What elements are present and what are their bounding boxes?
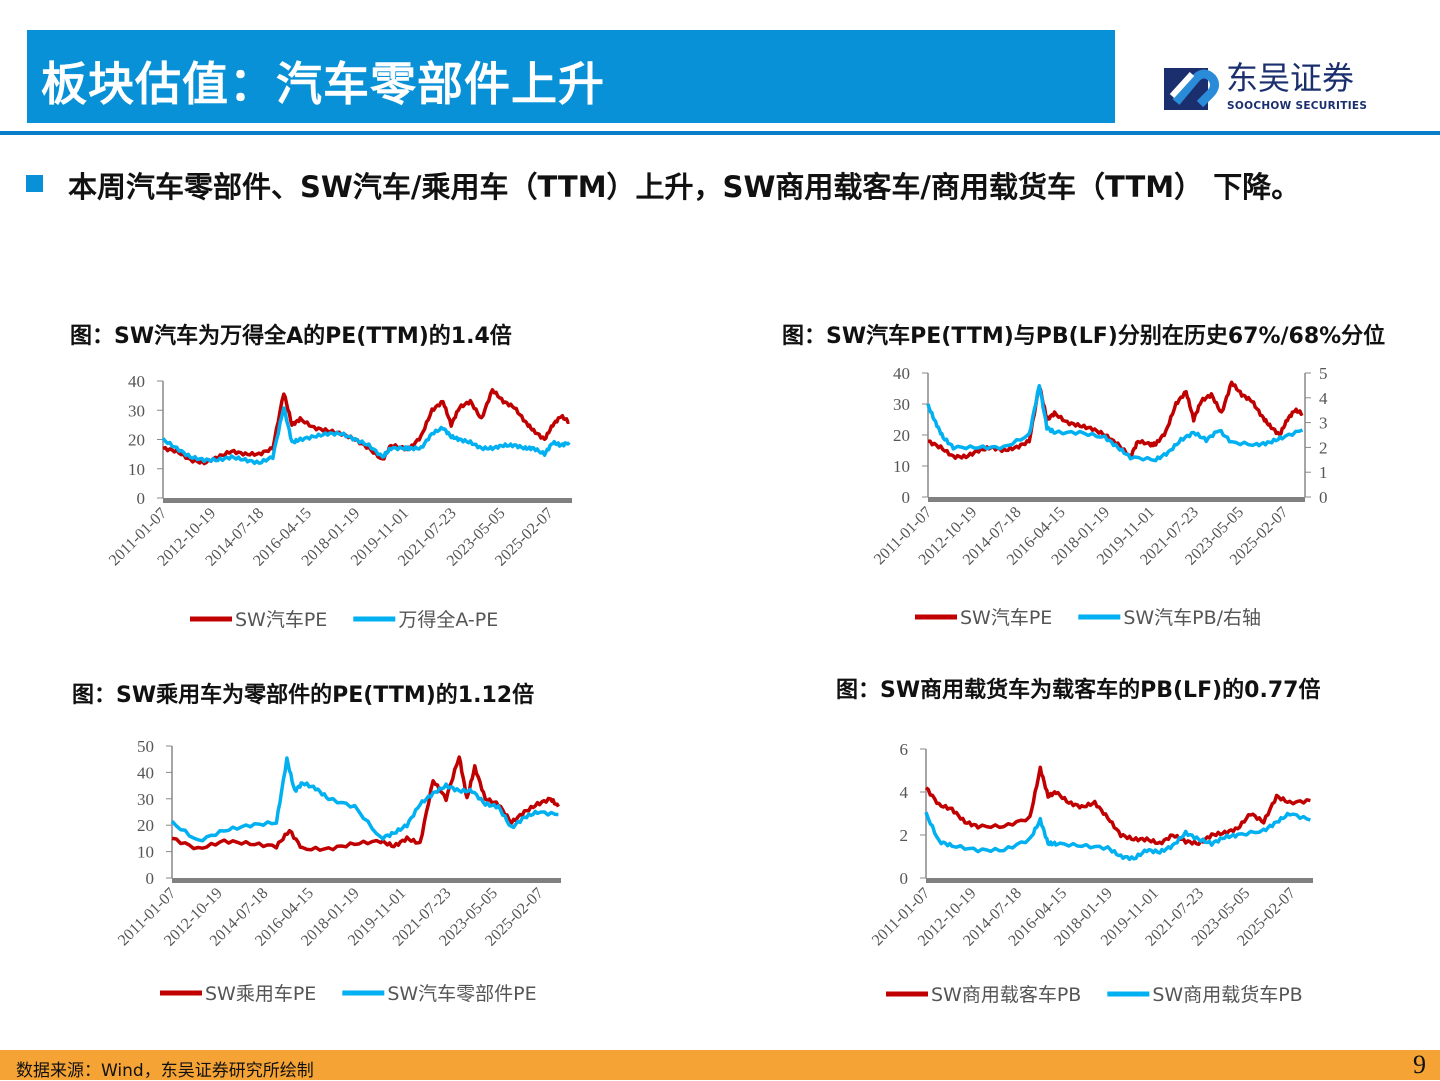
y2-tick-label: 3 [1319,414,1328,433]
y-tick-label: 0 [900,869,909,888]
legend-label: SW商用载货车PB [1152,984,1302,1006]
logo-text-en: SOOCHOW SECURITIES [1227,100,1368,112]
legend-label: SW汽车零部件PE [387,983,536,1005]
y-tick-label: 6 [900,740,909,759]
chart-4: 02462011-01-072012-10-192014-07-182016-0… [869,740,1313,1006]
chart-title-3: 图：SW乘用车为零部件的PE(TTM)的1.12倍 [72,683,535,708]
y-tick-label: 40 [893,364,910,383]
y-tick-label: 30 [128,401,145,420]
series-line-1 [924,765,1311,847]
x-axis [172,878,561,883]
logo-text-cn: 东吴证券 [1226,59,1355,97]
series-line-2 [926,383,1304,463]
series-line-1 [171,755,560,852]
series-line-1 [162,388,570,466]
chart-title-4: 图：SW商用载货车为载客车的PB(LF)的0.77倍 [836,678,1321,703]
y2-tick-label: 0 [1319,488,1328,507]
summary-text: 本周汽车零部件、SW汽车/乘用车（TTM）上升，SW商用载客车/商用载货车（TT… [68,170,1301,204]
y-tick-label: 10 [137,843,154,862]
y-tick-label: 0 [902,488,911,507]
company-logo: 东吴证券 SOOCHOW SECURITIES [1162,60,1372,114]
x-axis [926,878,1313,883]
series-line-2 [924,811,1311,862]
y-tick-label: 4 [900,783,909,802]
footer-bar: 数据来源：Wind，东吴证券研究所绘制 9 [0,1050,1440,1081]
y-tick-label: 0 [146,869,155,888]
chart-2: 0102030400123452011-01-072012-10-192014-… [871,364,1328,629]
data-source: 数据来源：Wind，东吴证券研究所绘制 [16,1061,314,1081]
page-number: 9 [1413,1050,1426,1079]
y-tick-label: 40 [137,763,154,782]
x-axis [163,498,572,503]
y-tick-label: 10 [893,457,910,476]
y-tick-label: 20 [893,426,910,445]
y-tick-label: 50 [137,737,154,756]
y-tick-label: 2 [900,826,909,845]
y-tick-label: 20 [137,816,154,835]
legend-label: SW汽车PE [960,607,1052,629]
legend-label: SW汽车PE [235,609,327,631]
y-tick-label: 0 [137,489,146,508]
chart-1: 0102030402011-01-072012-10-192014-07-182… [106,372,572,631]
series-line-1 [927,380,1304,460]
logo-mark-icon [1164,68,1220,110]
bullet-icon [26,175,43,192]
y-tick-label: 40 [128,372,145,391]
y2-tick-label: 2 [1319,438,1328,457]
legend-label: SW商用载客车PB [931,984,1081,1006]
legend-label: SW汽车PB/右轴 [1123,607,1261,629]
header-bar: 板块估值：汽车零部件上升 [27,30,1115,123]
header-divider [0,131,1440,135]
chart-3: 010203040502011-01-072012-10-192014-07-1… [115,737,561,1005]
y2-tick-label: 4 [1319,389,1328,408]
legend-label: SW乘用车PE [205,983,316,1005]
y-tick-label: 30 [137,790,154,809]
y-tick-label: 10 [128,460,145,479]
legend-label: 万得全A-PE [398,609,498,631]
series-line-2 [170,756,559,843]
series-line-2 [161,406,571,466]
y-tick-label: 30 [893,395,910,414]
page-title: 板块估值：汽车零部件上升 [41,57,605,111]
y2-tick-label: 5 [1319,364,1328,383]
y2-tick-label: 1 [1319,463,1328,482]
chart-title-2: 图：SW汽车PE(TTM)与PB(LF)分别在历史67%/68%分位 [782,324,1386,349]
chart-title-1: 图：SW汽车为万得全A的PE(TTM)的1.4倍 [70,324,512,349]
x-axis [928,497,1305,502]
y-tick-label: 20 [128,431,145,450]
